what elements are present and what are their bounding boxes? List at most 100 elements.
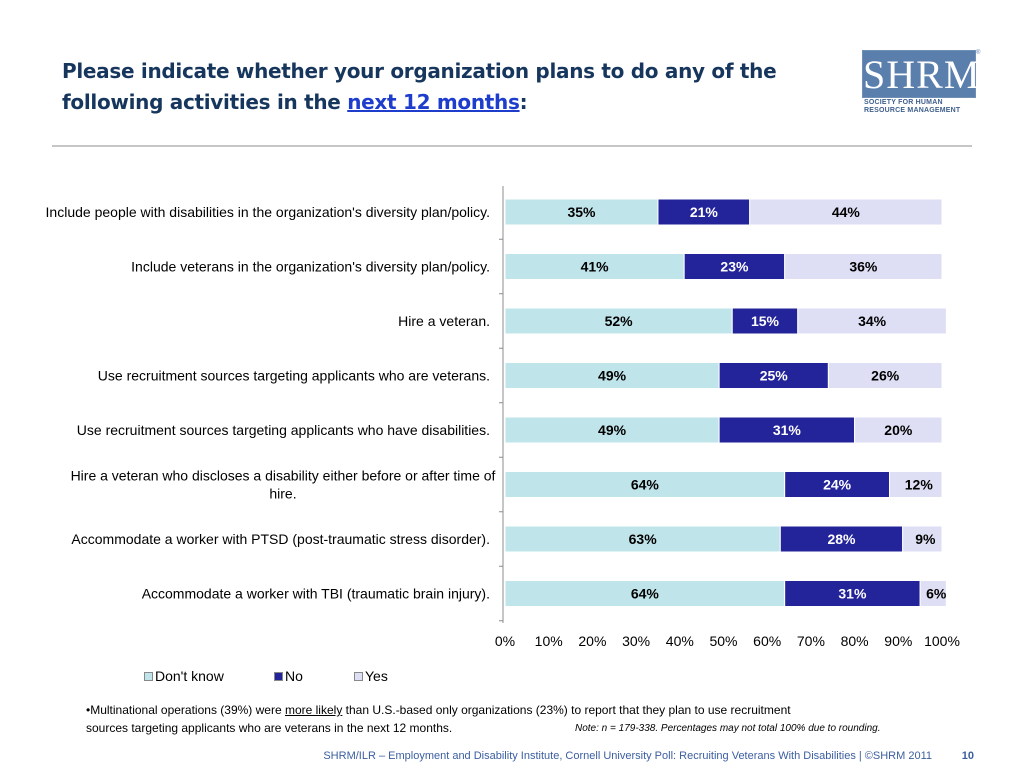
category-label: Use recruitment sources targeting applic… [98, 368, 490, 384]
x-tick-label: 60% [753, 633, 781, 649]
data-label: 31% [773, 422, 802, 438]
bar-segment [919, 580, 947, 607]
logo-sub-line2: RESOURCE MANAGEMENT [864, 107, 961, 114]
data-label: 35% [567, 204, 596, 220]
data-label: 31% [838, 586, 867, 602]
logo-mark: SHRM [862, 50, 981, 98]
logo-text: SHRM [863, 52, 981, 97]
data-label: 64% [631, 477, 660, 493]
logo-trademark: ® [976, 50, 981, 56]
title-text: Please indicate whether your organizatio… [62, 59, 777, 114]
x-tick-label: 10% [535, 633, 563, 649]
legend-label: No [285, 668, 303, 684]
stacked-bar-chart: Include people with disabilities in the … [46, 186, 960, 649]
data-label: 23% [720, 259, 749, 275]
data-label: 52% [605, 313, 634, 329]
data-label: 6% [926, 586, 947, 602]
bar-segment [683, 253, 786, 280]
data-label: 49% [598, 368, 627, 384]
legend-swatch [354, 671, 363, 681]
x-tick-label: 70% [797, 633, 825, 649]
footnote-multinational: •Multinational operations (39%) were mor… [86, 701, 946, 737]
category-label-line: Use recruitment sources targeting applic… [77, 422, 490, 438]
category-label-line: Accommodate a worker with PTSD (post-tra… [71, 531, 490, 547]
x-tick-label: 0% [495, 633, 515, 649]
category-label: Include people with disabilities in the … [46, 204, 490, 220]
data-label: 21% [690, 204, 719, 220]
bar-segment [731, 307, 799, 335]
data-label: 9% [915, 531, 936, 547]
note-emphasis: more likely [284, 703, 343, 717]
bar-segment [797, 307, 947, 335]
data-label: 25% [760, 368, 789, 384]
bar-segment [504, 580, 786, 607]
legend-swatch [274, 671, 283, 681]
data-label: 20% [884, 422, 913, 438]
bar-segment [784, 253, 943, 280]
data-label: 34% [858, 313, 887, 329]
bar-segment [504, 362, 720, 389]
note-prefix: •Multinational operations (39%) were [86, 703, 285, 717]
data-label: 15% [751, 313, 780, 329]
title-end: : [519, 90, 528, 114]
bar-segment [504, 416, 720, 444]
title-divider [52, 145, 972, 147]
data-label: 64% [631, 586, 660, 602]
bar-segment [657, 198, 751, 226]
category-label: Hire a veteran. [398, 313, 490, 329]
category-label: Use recruitment sources targeting applic… [77, 422, 490, 438]
logo-sub-line1: SOCIETY FOR HUMAN [864, 99, 943, 106]
category-label-line: Accommodate a worker with TBI (traumatic… [142, 586, 490, 602]
page-title: Please indicate whether your organizatio… [62, 56, 862, 118]
data-label: 12% [905, 477, 934, 493]
bar-segment [504, 525, 781, 553]
x-tick-label: 80% [841, 633, 869, 649]
category-label-line: Use recruitment sources targeting applic… [98, 368, 490, 384]
category-label: Accommodate a worker with PTSD (post-tra… [71, 531, 490, 547]
title-highlight-link[interactable]: next 12 months [347, 90, 520, 114]
page-number: 10 [961, 750, 974, 762]
bar-segment [504, 307, 733, 335]
note-middle: than U.S.-based only organizations (23%)… [342, 703, 791, 717]
bar-segment [889, 471, 943, 498]
footer-source: SHRM/ILR – Employment and Disability Ins… [323, 750, 932, 762]
category-label: Accommodate a worker with TBI (traumatic… [142, 586, 490, 602]
category-label-line: Include veterans in the organization's d… [131, 259, 490, 275]
bar-segment [749, 198, 943, 226]
category-label: Include veterans in the organization's d… [131, 259, 490, 275]
category-label-line: Hire a veteran. [398, 313, 490, 329]
data-label: 28% [827, 531, 856, 547]
bar-segment [854, 416, 943, 444]
category-label-line: Hire a veteran who discloses a disabilit… [71, 468, 496, 484]
data-label: 63% [629, 531, 658, 547]
bar-segment [504, 198, 659, 226]
x-tick-label: 90% [884, 633, 912, 649]
x-tick-label: 20% [578, 633, 606, 649]
x-tick-label: 30% [622, 633, 650, 649]
sample-size-note: Note: n = 179-338. Percentages may not t… [575, 723, 881, 734]
data-label: 44% [832, 204, 861, 220]
note-line2: sources targeting applicants who are vet… [86, 721, 453, 735]
footer: SHRM/ILR – Employment and Disability Ins… [0, 748, 1024, 768]
bar-segment [827, 362, 943, 389]
category-label-line: hire. [269, 486, 296, 502]
data-label: 49% [598, 422, 627, 438]
category-label-line: Include people with disabilities in the … [46, 204, 490, 220]
data-label: 41% [581, 259, 610, 275]
shrm-logo: SHRM ® SOCIETY FOR HUMAN RESOURCE MANAGE… [862, 50, 981, 122]
bar-segment [902, 525, 943, 553]
bar-segment [718, 416, 856, 444]
legend-item: Don't know [144, 668, 224, 684]
legend-item: No [274, 668, 303, 684]
legend-swatch [144, 671, 153, 681]
x-tick-label: 100% [924, 633, 960, 649]
legend-item: Yes [354, 668, 388, 684]
legend-label: Yes [365, 668, 388, 684]
data-label: 36% [849, 259, 878, 275]
bar-segment [504, 253, 685, 280]
data-label: 24% [823, 477, 852, 493]
data-label: 26% [871, 368, 900, 384]
logo-subtitle: SOCIETY FOR HUMAN RESOURCE MANAGEMENT [864, 99, 978, 115]
legend-label: Don't know [155, 668, 224, 684]
x-tick-label: 40% [666, 633, 694, 649]
